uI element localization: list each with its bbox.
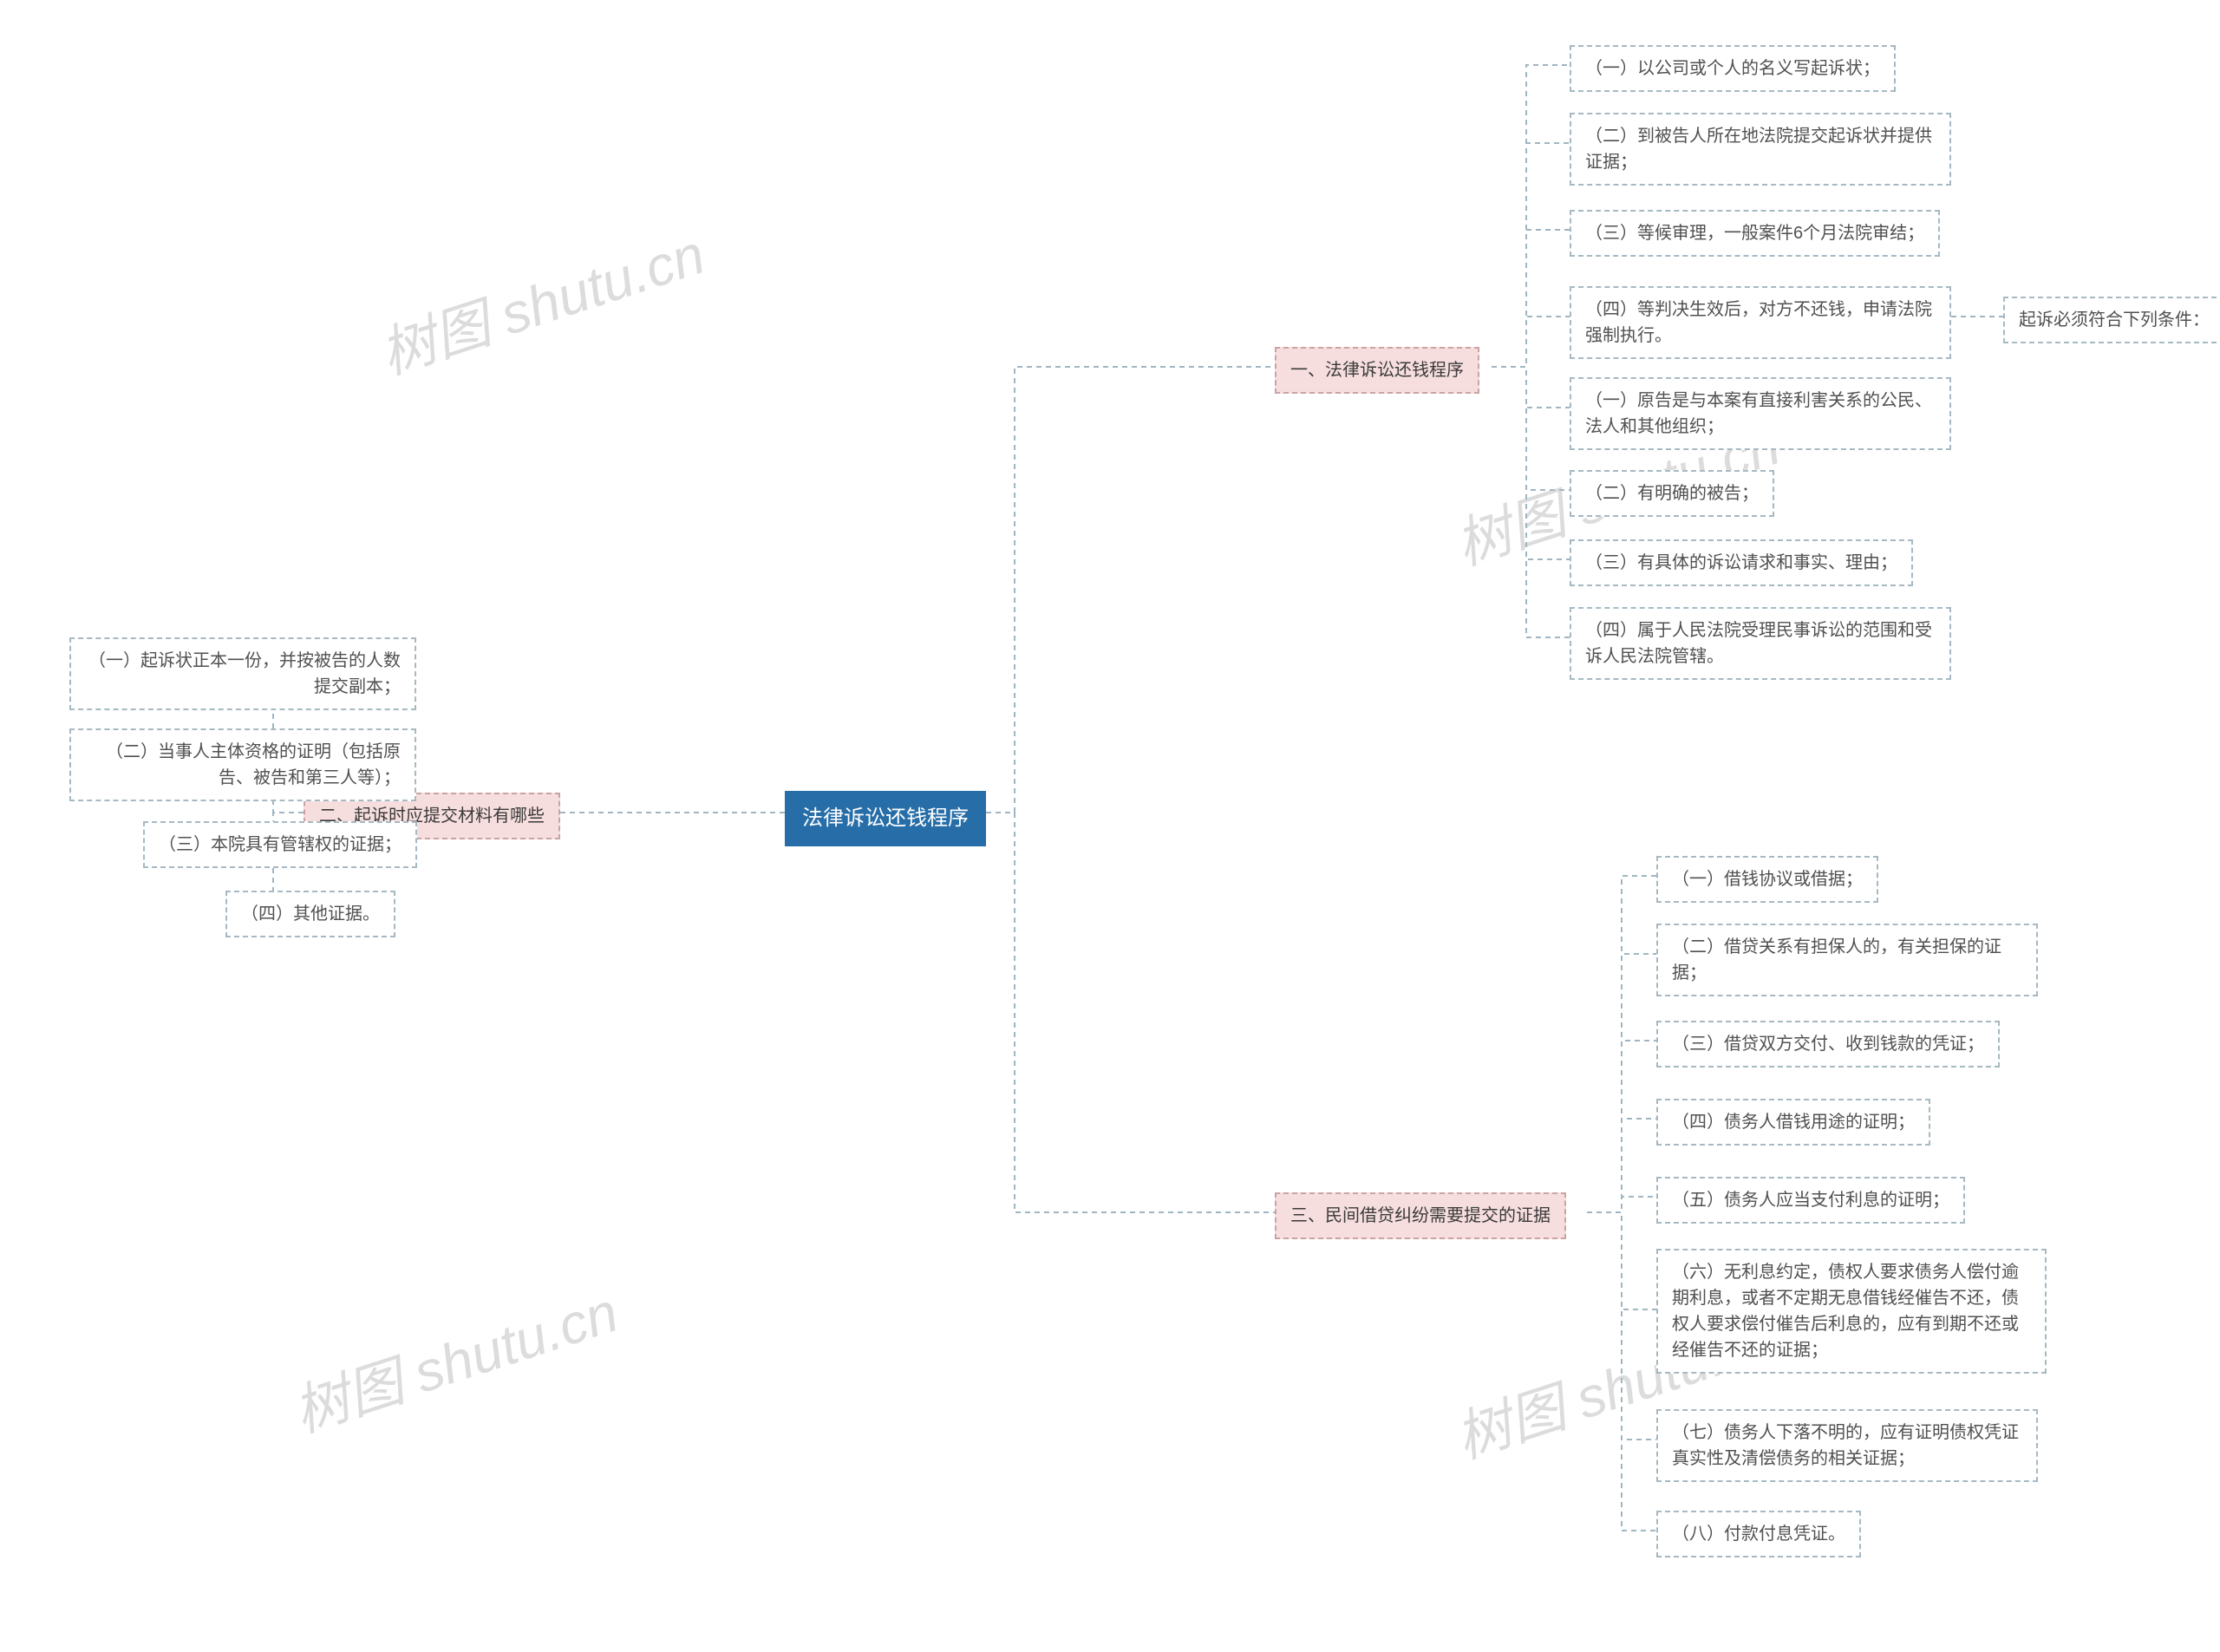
b3-leaf-3: （三）借贷双方交付、收到钱款的凭证；	[1656, 1021, 2000, 1068]
b2-leaf-2: （二）当事人主体资格的证明（包括原告、被告和第三人等）；	[69, 728, 416, 801]
watermark: 树图 shutu.cn	[282, 1268, 626, 1447]
branch-3: 三、民间借贷纠纷需要提交的证据	[1275, 1192, 1566, 1239]
b3-leaf-5: （五）债务人应当支付利息的证明；	[1656, 1177, 1965, 1224]
b1-leaf-2: （二）到被告人所在地法院提交起诉状并提供证据；	[1570, 113, 1951, 186]
b1-leaf-3: （三）等候审理，一般案件6个月法院审结；	[1570, 210, 1940, 257]
b3-leaf-4: （四）债务人借钱用途的证明；	[1656, 1099, 1930, 1146]
b1-leaf-4: （四）等判决生效后，对方不还钱，申请法院强制执行。	[1570, 286, 1951, 359]
b1-leaf-4-note: 起诉必须符合下列条件：	[2003, 297, 2220, 343]
b1-leaf-7: （三）有具体的诉讼请求和事实、理由；	[1570, 539, 1913, 586]
b3-leaf-7: （七）债务人下落不明的，应有证明债权凭证真实性及清偿债务的相关证据；	[1656, 1409, 2038, 1482]
watermark: 树图 shutu.cn	[369, 210, 713, 389]
b1-leaf-1: （一）以公司或个人的名义写起诉状；	[1570, 45, 1896, 92]
b1-leaf-8: （四）属于人民法院受理民事诉讼的范围和受诉人民法院管辖。	[1570, 607, 1951, 680]
branch-1: 一、法律诉讼还钱程序	[1275, 347, 1479, 394]
b3-leaf-6: （六）无利息约定，债权人要求债务人偿付逾期利息，或者不定期无息借钱经催告不还，债…	[1656, 1249, 2047, 1374]
b3-leaf-2: （二）借贷关系有担保人的，有关担保的证据；	[1656, 924, 2038, 996]
b2-leaf-3: （三）本院具有管辖权的证据；	[143, 821, 417, 868]
b3-leaf-8: （八）付款付息凭证。	[1656, 1511, 1861, 1557]
b3-leaf-1: （一）借钱协议或借据；	[1656, 856, 1878, 903]
b1-leaf-5: （一）原告是与本案有直接利害关系的公民、法人和其他组织；	[1570, 377, 1951, 450]
b1-leaf-6: （二）有明确的被告；	[1570, 470, 1774, 517]
b2-leaf-1: （一）起诉状正本一份，并按被告的人数提交副本；	[69, 637, 416, 710]
b2-leaf-4: （四）其他证据。	[225, 891, 395, 937]
root-node: 法律诉讼还钱程序	[785, 791, 986, 846]
